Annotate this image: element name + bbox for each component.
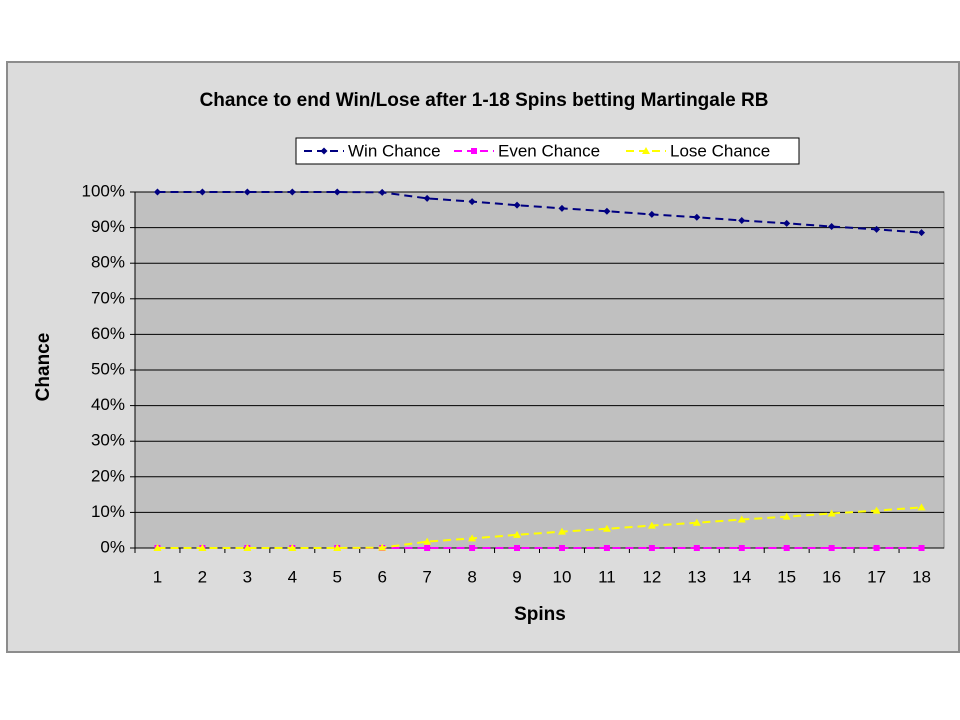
marker xyxy=(873,545,880,551)
x-tick-label: 3 xyxy=(243,567,252,586)
y-tick-label: 60% xyxy=(91,324,125,343)
y-tick-label: 50% xyxy=(91,359,125,378)
x-tick-label: 9 xyxy=(512,567,521,586)
marker xyxy=(642,147,650,154)
x-tick-label: 14 xyxy=(732,567,751,586)
marker xyxy=(603,545,610,551)
marker xyxy=(918,229,926,237)
x-tick-label: 13 xyxy=(687,567,706,586)
marker xyxy=(558,204,566,212)
marker xyxy=(782,512,791,520)
y-tick-label: 30% xyxy=(91,431,125,450)
marker xyxy=(198,544,207,551)
x-tick-label: 5 xyxy=(333,567,342,586)
x-tick-label: 17 xyxy=(867,567,886,586)
marker xyxy=(602,524,611,532)
marker xyxy=(783,219,791,227)
x-tick-label: 18 xyxy=(912,567,931,586)
marker xyxy=(288,544,297,551)
marker xyxy=(872,506,881,514)
marker xyxy=(471,148,477,154)
legend-label: Lose Chance xyxy=(670,141,770,160)
y-axis-label: Chance xyxy=(33,333,54,402)
marker xyxy=(320,147,328,155)
marker xyxy=(648,210,656,218)
x-tick-label: 8 xyxy=(467,567,476,586)
marker xyxy=(153,188,161,196)
x-tick-label: 16 xyxy=(822,567,841,586)
series-line xyxy=(157,506,922,549)
marker xyxy=(198,188,206,196)
legend-label: Win Chance xyxy=(348,141,441,160)
x-tick-label: 4 xyxy=(288,567,297,586)
marker xyxy=(558,545,565,551)
y-tick-label: 10% xyxy=(91,502,125,521)
marker xyxy=(692,518,701,526)
series-line xyxy=(157,191,922,234)
marker xyxy=(918,545,925,551)
marker xyxy=(243,188,251,196)
marker xyxy=(828,545,835,551)
x-tick-label: 12 xyxy=(642,567,661,586)
y-tick-label: 80% xyxy=(91,253,125,272)
marker xyxy=(333,188,341,196)
marker xyxy=(648,545,655,551)
marker xyxy=(513,201,521,209)
x-tick-label: 11 xyxy=(598,567,616,586)
marker xyxy=(153,544,162,551)
x-tick-label: 15 xyxy=(777,567,796,586)
legend: Win Chance Even Chance Lose Chance xyxy=(295,137,800,165)
x-tick-label: 2 xyxy=(198,567,207,586)
marker xyxy=(378,188,386,196)
x-tick-label: 1 xyxy=(153,567,162,586)
y-tick-label: 70% xyxy=(91,288,125,307)
x-tick-label: 6 xyxy=(377,567,386,586)
marker xyxy=(737,515,746,523)
marker xyxy=(243,544,252,551)
marker xyxy=(557,527,566,535)
x-tick-label: 7 xyxy=(422,567,431,586)
marker xyxy=(783,545,790,551)
x-axis-label: Spins xyxy=(514,604,566,625)
marker xyxy=(513,530,522,538)
marker xyxy=(469,545,476,551)
marker xyxy=(424,545,431,551)
marker xyxy=(423,537,432,545)
x-tick-label: 10 xyxy=(553,567,572,586)
marker xyxy=(288,188,296,196)
marker xyxy=(423,194,431,202)
y-tick-label: 100% xyxy=(82,181,125,200)
marker xyxy=(828,223,836,231)
marker xyxy=(693,213,701,221)
marker xyxy=(738,545,745,551)
legend-box xyxy=(295,137,800,165)
marker xyxy=(514,545,521,551)
marker xyxy=(873,225,881,233)
marker xyxy=(647,521,656,529)
marker xyxy=(827,509,836,517)
marker xyxy=(378,543,387,551)
marker xyxy=(693,545,700,551)
marker xyxy=(738,216,746,224)
chart-title: Chance to end Win/Lose after 1-18 Spins … xyxy=(200,90,769,111)
y-tick-label: 40% xyxy=(91,395,125,414)
marker xyxy=(468,534,477,542)
y-tick-label: 0% xyxy=(100,537,125,556)
marker xyxy=(603,207,611,215)
legend-label: Even Chance xyxy=(498,141,600,160)
y-tick-label: 90% xyxy=(91,217,125,236)
marker xyxy=(333,544,342,551)
marker xyxy=(917,503,926,511)
y-tick-label: 20% xyxy=(91,466,125,485)
marker xyxy=(468,198,476,206)
